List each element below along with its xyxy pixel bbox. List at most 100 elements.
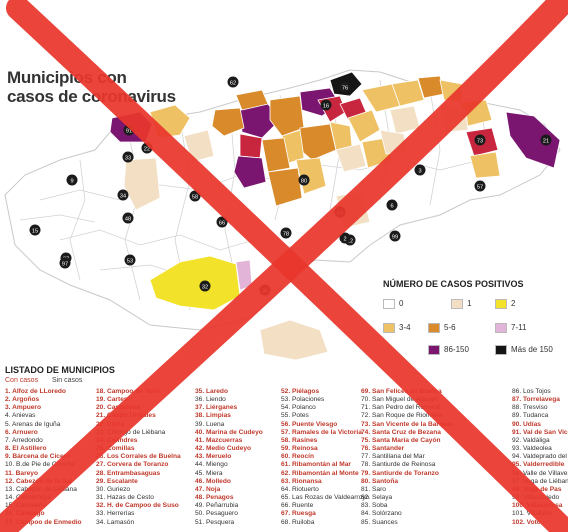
municipality-marker-label: 73 (477, 138, 483, 144)
list-item: 16. Camargo (5, 510, 45, 518)
municipality-marker-label: 57 (477, 184, 483, 190)
list-item: 18. Campoo de Yuso (96, 388, 161, 395)
list-item: 3. Ampuero (5, 404, 42, 412)
list-item: 74. Santa Cruz de Bezana (361, 428, 441, 436)
municipality-marker-label: 62 (230, 80, 236, 86)
list-item: 60. Reocín (281, 453, 314, 461)
list-item: 65. Las Rozas de Valdearroyo (281, 494, 370, 502)
list-item: 1. Alfoz de LLoredo (5, 388, 66, 395)
list-item: 67. Ruesga (281, 510, 316, 518)
list-item: 95. Valderredible (512, 461, 565, 469)
list-item: 49. Peñarrubia (195, 502, 239, 510)
list-item: 61. Ribamontán al Mar (281, 461, 351, 469)
list-item: 39. Luena (195, 420, 225, 428)
municipality-marker-label: 80 (301, 178, 307, 184)
municipality-marker-label: 64 (337, 210, 343, 216)
list-item: 50. Pesaguero (195, 510, 238, 518)
list-item: 71. San Pedro del Romeral (361, 404, 441, 412)
municipality-marker-label: 34 (120, 193, 126, 199)
municipality-marker-label: 6 (390, 203, 393, 209)
list-column: 35. Laredo 36. Liendo 37. Liérganes 38. Lim… (195, 388, 287, 527)
legend-label: 5-6 (444, 323, 456, 332)
list-item: 26. Los Corrales de Buelna (96, 453, 181, 461)
legend-label: 2 (511, 299, 516, 308)
list-item: 19. Cartes (96, 396, 128, 404)
list-item: 98. Vega de Pas (512, 485, 562, 493)
legend-item: 0 (383, 299, 403, 309)
list-item: 53. Polaciones (281, 396, 325, 404)
list-item: 100. Villaescusa (512, 502, 563, 510)
list-item: 77. Santillana del Mar (361, 453, 425, 461)
municipality-marker-label: 53 (127, 258, 133, 264)
list-item: 54. Polanco (281, 404, 316, 412)
list-item: 10. B.de Pie de Concha (5, 461, 75, 469)
list-item: 84. Solórzano (361, 510, 402, 518)
list-item: 42. Medio Cudeyo (195, 445, 252, 453)
list-item: 63. Rionansa (281, 477, 322, 485)
list-item: 47. Noja (195, 485, 221, 493)
municipality-marker-label: 22 (144, 146, 150, 152)
municipality-marker-label: 3 (418, 168, 421, 174)
list-item: 51. Pesquera (195, 518, 235, 526)
legend-item: Más de 150 (495, 345, 553, 355)
municipality-marker-label: 97 (62, 261, 68, 267)
list-item: 25. Comillas (96, 445, 135, 453)
municipality-marker-label: 36 (262, 288, 268, 294)
municipality-marker-label: 99 (392, 234, 398, 240)
list-item: 86. Los Tojos (512, 388, 551, 395)
list-item: 69. San Felices de Buelna (361, 388, 442, 395)
list-item: 5. Arenas de Iguña (5, 420, 61, 428)
legend-swatch (428, 323, 440, 333)
list-item: 17. Campoo de Enmedio (5, 518, 82, 526)
list-item: 2. Argoños (5, 396, 40, 404)
list-item: 4. Anievas (5, 412, 36, 420)
list-item: 66. Ruente (281, 502, 314, 510)
list-item: 80. Santoña (361, 477, 399, 485)
map-title-line-2: casos de coronavirus (7, 87, 176, 106)
legend-swatch (428, 345, 440, 355)
list-column: 69. San Felices de Buelna 70. San Miguel … (361, 388, 453, 527)
map-title-line-1: Municipios con (7, 68, 127, 87)
legend-label: Más de 150 (511, 345, 553, 354)
legend-swatch (495, 323, 507, 333)
list-item: 28. Entrambasaguas (96, 469, 161, 477)
list-item: 38. Limpias (195, 412, 231, 420)
legend-item: 2 (495, 299, 515, 309)
legend-title: NÚMERO DE CASOS POSITIVOS (383, 279, 524, 289)
legend-item: 1 (451, 299, 471, 309)
municipality-marker-label: 33 (125, 155, 131, 161)
list-title: LISTADO DE MUNICIPIOS (5, 365, 115, 375)
list-item: 68. Ruiloba (281, 518, 315, 526)
list-item: 11. Bareyo (5, 469, 38, 477)
list-item: 27. Corvera de Toranzo (96, 461, 169, 469)
list-item: 90. Udías (512, 420, 541, 428)
legend-label: 86-150 (444, 345, 469, 354)
municipality-marker-label: 15 (32, 228, 38, 234)
list-item: 43. Meruelo (195, 453, 232, 461)
list-item: 73. San Vicente de la Barquera (361, 420, 453, 428)
legend-swatch (495, 299, 507, 309)
list-item: 23. Cillorigo de Liébana (96, 428, 166, 436)
legend-swatch (451, 299, 463, 309)
list-item: 29. Escalante (96, 477, 138, 485)
list-item: 83. Soba (361, 502, 388, 510)
legend-swatch (383, 299, 395, 309)
list-item: 85. Suances (361, 518, 398, 526)
list-item: 45. Miera (195, 469, 223, 477)
list-column: 18. Campoo de Yuso 19. Cartes 20. Castañed… (96, 388, 188, 527)
municipality-marker-label: 48 (125, 216, 131, 222)
legend-label: 0 (399, 299, 404, 308)
municipality-marker-label: 58 (192, 194, 198, 200)
list-key: Con casos Sin casos (5, 377, 82, 384)
legend-item: 7-11 (495, 323, 526, 333)
list-item: 82. Selaya (361, 494, 393, 502)
list-item: 99. Villacarriedo (512, 494, 560, 502)
list-item: 91. Val de San Vicente (512, 428, 568, 436)
list-item: 79. Santiurde de Toranzo (361, 469, 439, 477)
list-item: 92. Valdáliga (512, 436, 550, 444)
list-item: 55. Potes (281, 412, 309, 420)
legend-label: 7-11 (511, 323, 527, 332)
list-item: 22. Cieza (96, 420, 125, 428)
list-item: 52. Piélagos (281, 388, 320, 395)
